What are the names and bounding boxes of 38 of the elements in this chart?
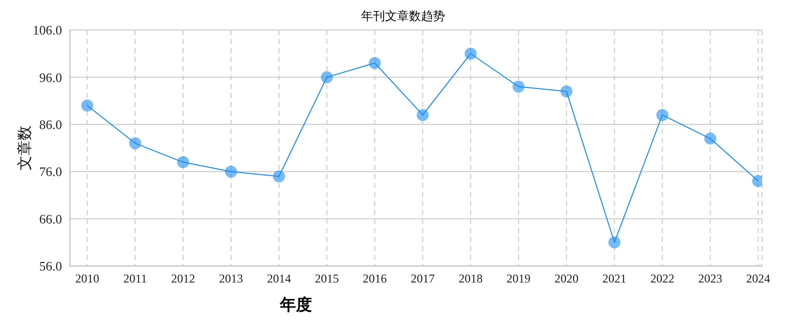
x-tick-label: 2014 [266,272,291,286]
y-tick-label: 106.0 [32,22,62,38]
point [560,85,572,98]
y-tick-label: 96.0 [39,70,62,85]
point [272,170,285,182]
x-tick-label: 2021 [602,272,626,286]
point [512,80,525,93]
x-tick-label: 2018 [458,272,483,286]
y-tick-label: 86.0 [39,117,62,132]
x-tick-label: 2022 [650,272,674,286]
point [704,132,716,145]
x-axis-title: 年度 [280,295,312,316]
y-axis-title: 文章数 [16,126,34,170]
x-tick-label: 2012 [171,272,196,286]
point [320,71,333,84]
x-tick-label: 2017 [410,272,435,286]
y-tick-label: 76.0 [39,164,62,180]
x-tick-label: 2023 [698,272,722,286]
chart-title: 年刊文章数趋势 [361,9,445,23]
point [225,166,238,178]
x-tick-label: 2024 [746,272,770,286]
x-tick-label: 2013 [219,272,244,286]
x-tick-label: 2020 [554,272,578,286]
x-tick-label: 2016 [362,272,387,286]
point [416,108,429,121]
point [177,156,190,168]
x-tick-label: 2011 [123,272,147,286]
point [608,236,620,248]
x-tick-label: 2019 [506,272,531,286]
y-tick-label: 66.0 [39,211,62,226]
point [656,108,668,121]
point [129,137,142,150]
x-tick-label: 2010 [75,272,100,286]
x-tick-label: 2015 [314,272,339,286]
y-tick-label: 56.0 [39,258,62,274]
point [81,100,94,112]
point [464,48,477,60]
point [368,57,381,70]
